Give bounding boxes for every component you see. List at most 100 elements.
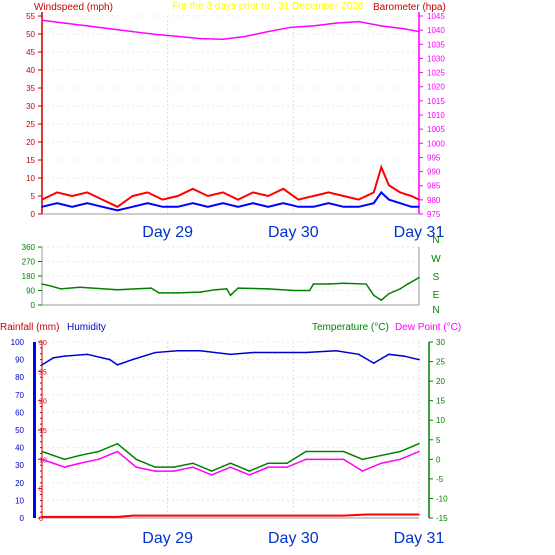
barometer-line [41,19,420,40]
temperature-line-point [52,454,55,457]
compass-label: E [433,290,440,301]
humidity-axis-title: Humidity [67,322,106,333]
humidity-line-point [116,364,119,366]
compass-label: W [431,254,441,265]
temperature-line-point [78,454,81,457]
wind-gust-line-point [86,191,89,194]
windspeed-tick-label: 30 [26,102,35,111]
wind-direction-line-point [365,283,368,285]
rainfall-line-point [41,516,43,518]
dew-point-line-point [97,458,100,461]
dew-point-line-point [418,450,420,453]
barometer-line-point [63,22,66,24]
dew-point-line [41,450,420,476]
rainfall-tick-label: 5 [39,487,43,494]
dew-point-line-point [154,470,156,472]
wind-direction-line-point [308,289,311,292]
barometer-line-point [335,22,337,24]
barometer-tick-label: 1010 [427,111,445,120]
rainfall-line-point [229,514,232,517]
temperature-line-point [380,454,383,457]
wind-gust-line-point [41,198,43,201]
dew-point-line-point [305,458,307,461]
wind-direction-line-point [48,284,51,287]
dew-point-line-point [342,458,345,461]
wind-speed-line-point [399,202,401,204]
temperature-line-point [97,450,100,453]
dew-point-line-point [116,450,119,453]
barometer-line-point [312,25,315,27]
wind-gust-line-point [267,195,270,197]
windspeed-tick-label: 45 [26,48,35,57]
wind-gust-line-point [207,195,209,197]
temperature-line-point [323,450,326,453]
barometer-line-point [418,30,420,33]
direction-tick-label: 180 [22,272,36,281]
dew-point-line-point [41,458,43,461]
temperature-tick-label: -5 [436,475,444,484]
wind-direction-line-point [225,288,228,290]
humidity-line-point [199,350,202,352]
barometer-tick-label: 1000 [427,139,445,148]
humidity-ticks: 0 10 20 30 40 50 60 70 80 90 100 [11,338,25,523]
wind-barometer-series [41,19,420,212]
wind-gust-line-point [71,195,73,197]
humidity-line-point [52,357,55,359]
wind-barometer-day-labels: Day 29 Day 30 Day 31 [142,224,444,241]
temperature-line-point [286,462,288,465]
barometer-tick-label: 1040 [427,26,445,35]
wind-speed-line-point [410,206,413,208]
wind-direction-ticks: 0 90 180 270 360 [22,243,42,310]
wind-direction-line-point [388,292,390,295]
wind-direction-line-point [78,286,81,289]
temperature-line-point [63,458,66,461]
humidity-tick-label: 90 [15,356,24,365]
rht-series [41,350,420,518]
wind-speed-line-point [357,206,360,208]
wind-speed-line-point [342,206,345,208]
humidity-line-point [403,355,405,357]
direction-tick-label: 270 [22,258,36,267]
wind-gust-line-point [56,191,58,194]
barometer-tick-label: 990 [427,168,441,177]
wind-speed-line-point [192,202,194,204]
humidity-line-point [131,358,134,361]
wind-direction-line-point [214,288,217,291]
rainfall-line-point [267,514,270,517]
rainfall-tick-label: 10 [39,457,47,464]
barometer-tick-label: 1030 [427,54,445,63]
barometer-line-point [154,33,156,36]
direction-tick-label: 0 [31,301,36,310]
humidity-line-point [154,351,156,354]
wind-speed-line-point [312,206,315,208]
wind-gust-line-point [297,198,300,201]
wind-speed-line-point [116,209,119,212]
chart-title: For the 3 days prior to : 31 December 20… [172,1,364,12]
barometer-line-point [109,27,111,30]
wind-gust-line-point [388,184,390,186]
dew-point-line-point [323,458,326,461]
windspeed-tick-label: 55 [26,12,35,21]
dew-point-line-point [286,466,288,468]
rainfall-axis-bar [33,342,36,518]
wind-direction-line-point [267,288,270,290]
temperature-line-point [116,442,119,445]
temperature-line-point [154,466,156,468]
wind-speed-line-point [41,206,43,208]
barometer-line-point [403,27,405,30]
humidity-tick-label: 60 [15,408,24,417]
day-label: Day 30 [268,530,319,547]
barometer-tick-label: 975 [427,210,441,219]
wind-gust-line-point [380,166,383,168]
temperature-tick-label: 0 [436,455,441,464]
dew-point-line-point [229,466,232,468]
humidity-tick-label: 100 [11,338,25,347]
barometer-tick-label: 1035 [427,40,445,49]
barometer-line-point [199,37,202,40]
wind-direction-line-point [312,283,315,285]
wind-speed-line-point [207,206,209,208]
